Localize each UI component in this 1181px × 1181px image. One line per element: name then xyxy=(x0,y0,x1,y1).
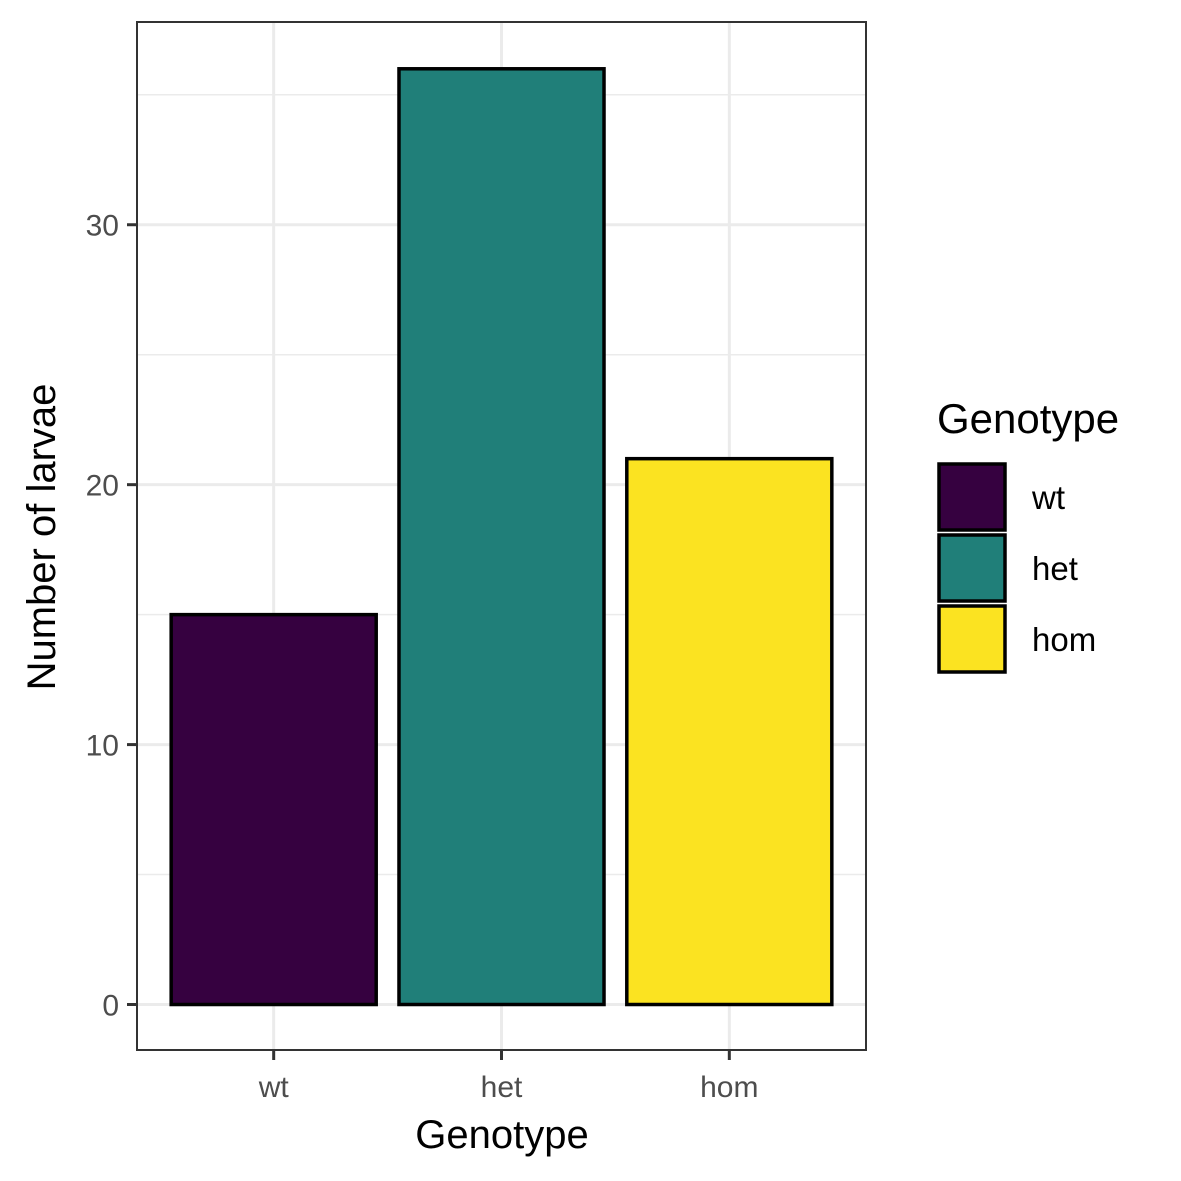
x-axis-title: Genotype xyxy=(415,1113,588,1157)
legend-key-het xyxy=(937,533,1007,603)
bar-hom xyxy=(625,456,834,1007)
legend-label-hom: hom xyxy=(1032,621,1096,658)
y-axis-title: Number of larvae xyxy=(20,384,64,691)
bar-het xyxy=(397,67,606,1007)
legend-label-het: het xyxy=(1032,550,1078,587)
legend: Genotype wt het hom xyxy=(937,395,1119,674)
legend-key-hom xyxy=(937,604,1007,674)
y-tick-label: 20 xyxy=(86,470,119,503)
y-tick-label: 0 xyxy=(102,990,119,1023)
y-tick-label: 30 xyxy=(86,210,119,243)
bars xyxy=(169,67,834,1007)
legend-title: Genotype xyxy=(937,395,1119,442)
bar-wt xyxy=(169,612,378,1007)
x-tick-label: het xyxy=(481,1071,523,1104)
y-tick-label: 10 xyxy=(86,730,119,763)
x-tick-label: hom xyxy=(700,1071,758,1104)
x-axis: wt het hom xyxy=(258,1050,758,1104)
legend-label-wt: wt xyxy=(1031,479,1065,516)
y-axis: 0 10 20 30 xyxy=(86,210,137,1023)
x-tick-label: wt xyxy=(258,1071,290,1104)
legend-key-wt xyxy=(937,462,1007,532)
